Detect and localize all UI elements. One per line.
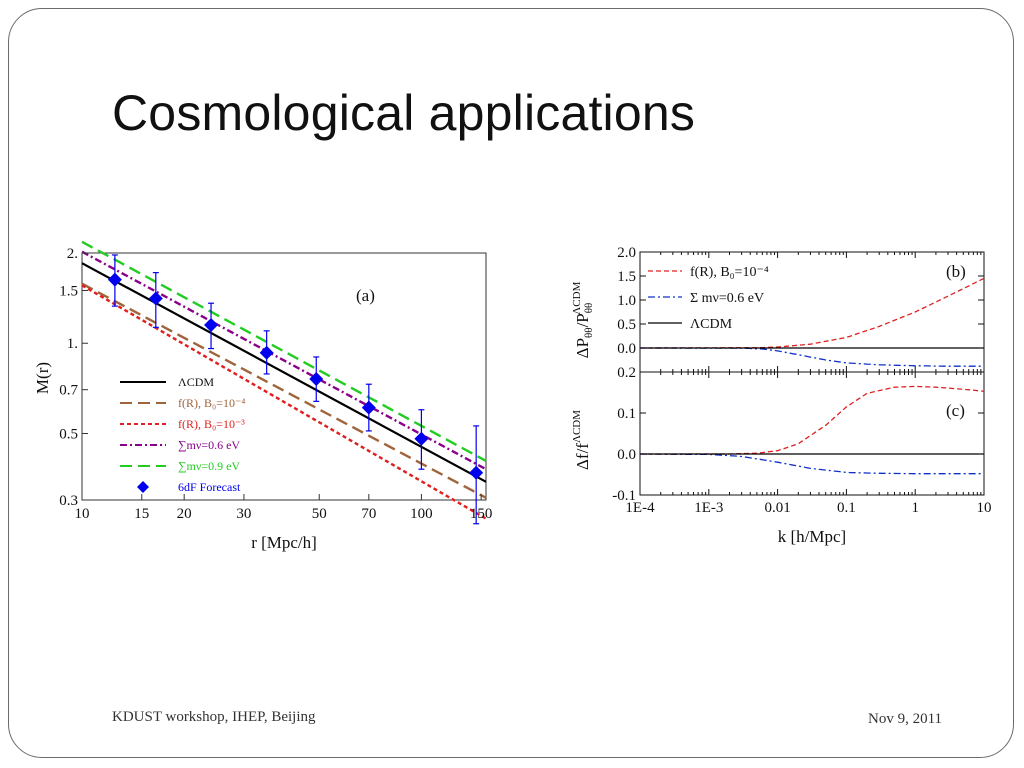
chart-a-point (414, 431, 429, 446)
chart-c-ytick-label: 0.0 (617, 447, 636, 463)
chart-a-ytick-label: 0.7 (59, 383, 78, 399)
chart-a-ytick-label: 2. (67, 246, 78, 262)
chart-c-xtick-label: 1E-3 (694, 500, 723, 516)
chart-b-series-line-1 (640, 347, 984, 367)
chart-b-ytick-label: 0.0 (617, 341, 636, 357)
chart-a-series-line-0 (81, 262, 487, 483)
chart-a-point (148, 291, 163, 306)
chart-a-point (469, 465, 484, 480)
chart-c-xtick-label: 1 (911, 500, 919, 516)
chart-a-xtick-label: 15 (134, 506, 149, 522)
chart-c-series-line-1 (639, 453, 984, 475)
chart-c-xtick-label: 10 (977, 500, 992, 516)
chart-a-ylabel: M(r) (33, 362, 52, 394)
chart-a-legend-label: ∑mν=0.9 eV (178, 459, 240, 473)
chart-b-ylabel: ΔPθθ/PθθΛCDM (571, 281, 595, 358)
chart-a-xtick-label: 100 (410, 506, 433, 522)
chart-a-panel-label: (a) (356, 286, 375, 305)
chart-a-point (204, 318, 219, 333)
footer-venue: KDUST workshop, IHEP, Beijing (112, 709, 316, 725)
chart-a-frame (81, 252, 487, 501)
chart-a-series-line-2 (81, 284, 487, 520)
chart-c-ytick-label: 0.1 (617, 406, 636, 422)
slide-frame (8, 8, 1014, 758)
chart-c-series-line-0 (640, 385, 985, 455)
chart-a-series-line-1 (81, 282, 487, 499)
chart-b-panel-label: (b) (946, 262, 966, 281)
chart-c-ytick-label: 0.2 (617, 365, 636, 381)
chart-a-series-line-4 (81, 240, 487, 462)
chart-c-xtick-label: 0.1 (837, 500, 856, 516)
chart-b-ytick-label: 0.5 (617, 317, 636, 333)
chart-b-legend-label: f(R), B₀=10⁻⁴ (690, 265, 769, 280)
chart-b-legend-label: Σ mν=0.6 eV (690, 291, 764, 306)
chart-a-point (361, 400, 376, 415)
chart-a-series-line-3 (81, 250, 487, 471)
chart-a-legend-swatch (137, 481, 149, 493)
chart-c-ytick-label: -0.1 (612, 488, 636, 504)
chart-a-legend-label: f(R), B₀=10⁻⁴ (178, 396, 245, 410)
chart-a-xtick-label: 10 (75, 506, 90, 522)
chart-c-xlabel: k [h/Mpc] (778, 527, 846, 546)
chart-a-xtick-label: 150 (470, 506, 493, 522)
chart-a-legend-label: f(R), B₀=10⁻³ (178, 417, 245, 431)
chart-a-xtick-label: 50 (312, 506, 327, 522)
chart-a-xtick-label: 70 (361, 506, 376, 522)
chart-a-ytick-label: 1. (67, 336, 78, 352)
chart-b-legend-label: ΛCDM (690, 317, 733, 332)
chart-a-ytick-label: 1.5 (59, 283, 78, 299)
chart-a-point (107, 272, 122, 287)
chart-c-ylabel: Δf/fΛCDM (571, 410, 592, 470)
slide-title: Cosmological applications (112, 85, 696, 141)
chart-a-legend-label: ∑mν=0.6 eV (178, 438, 240, 452)
chart-a-ytick-label: 0.3 (59, 493, 78, 509)
chart-c-panel-label: (c) (946, 401, 965, 420)
chart-b-ytick-label: 1.0 (617, 293, 636, 309)
chart-a-xlabel: r [Mpc/h] (251, 533, 317, 552)
chart-a-ytick-label: 0.5 (59, 426, 78, 442)
footer-date: Nov 9, 2011 (868, 711, 943, 727)
chart-a-legend-label: 6dF Forecast (178, 480, 241, 494)
chart-c-frame (639, 371, 985, 496)
chart-a-xtick-label: 20 (177, 506, 192, 522)
chart-c-xtick-label: 0.01 (764, 500, 790, 516)
chart-b-ytick-label: 1.5 (617, 269, 636, 285)
chart-b-ytick-label: 2.0 (617, 245, 636, 261)
chart-a-legend-label: ΛCDM (178, 375, 214, 389)
chart-a-point (259, 345, 274, 360)
chart-c-xtick-label: 1E-4 (625, 500, 655, 516)
chart-a-xtick-label: 30 (236, 506, 251, 522)
chart-b-series-line-0 (640, 277, 985, 349)
chart-a-point (309, 371, 324, 386)
